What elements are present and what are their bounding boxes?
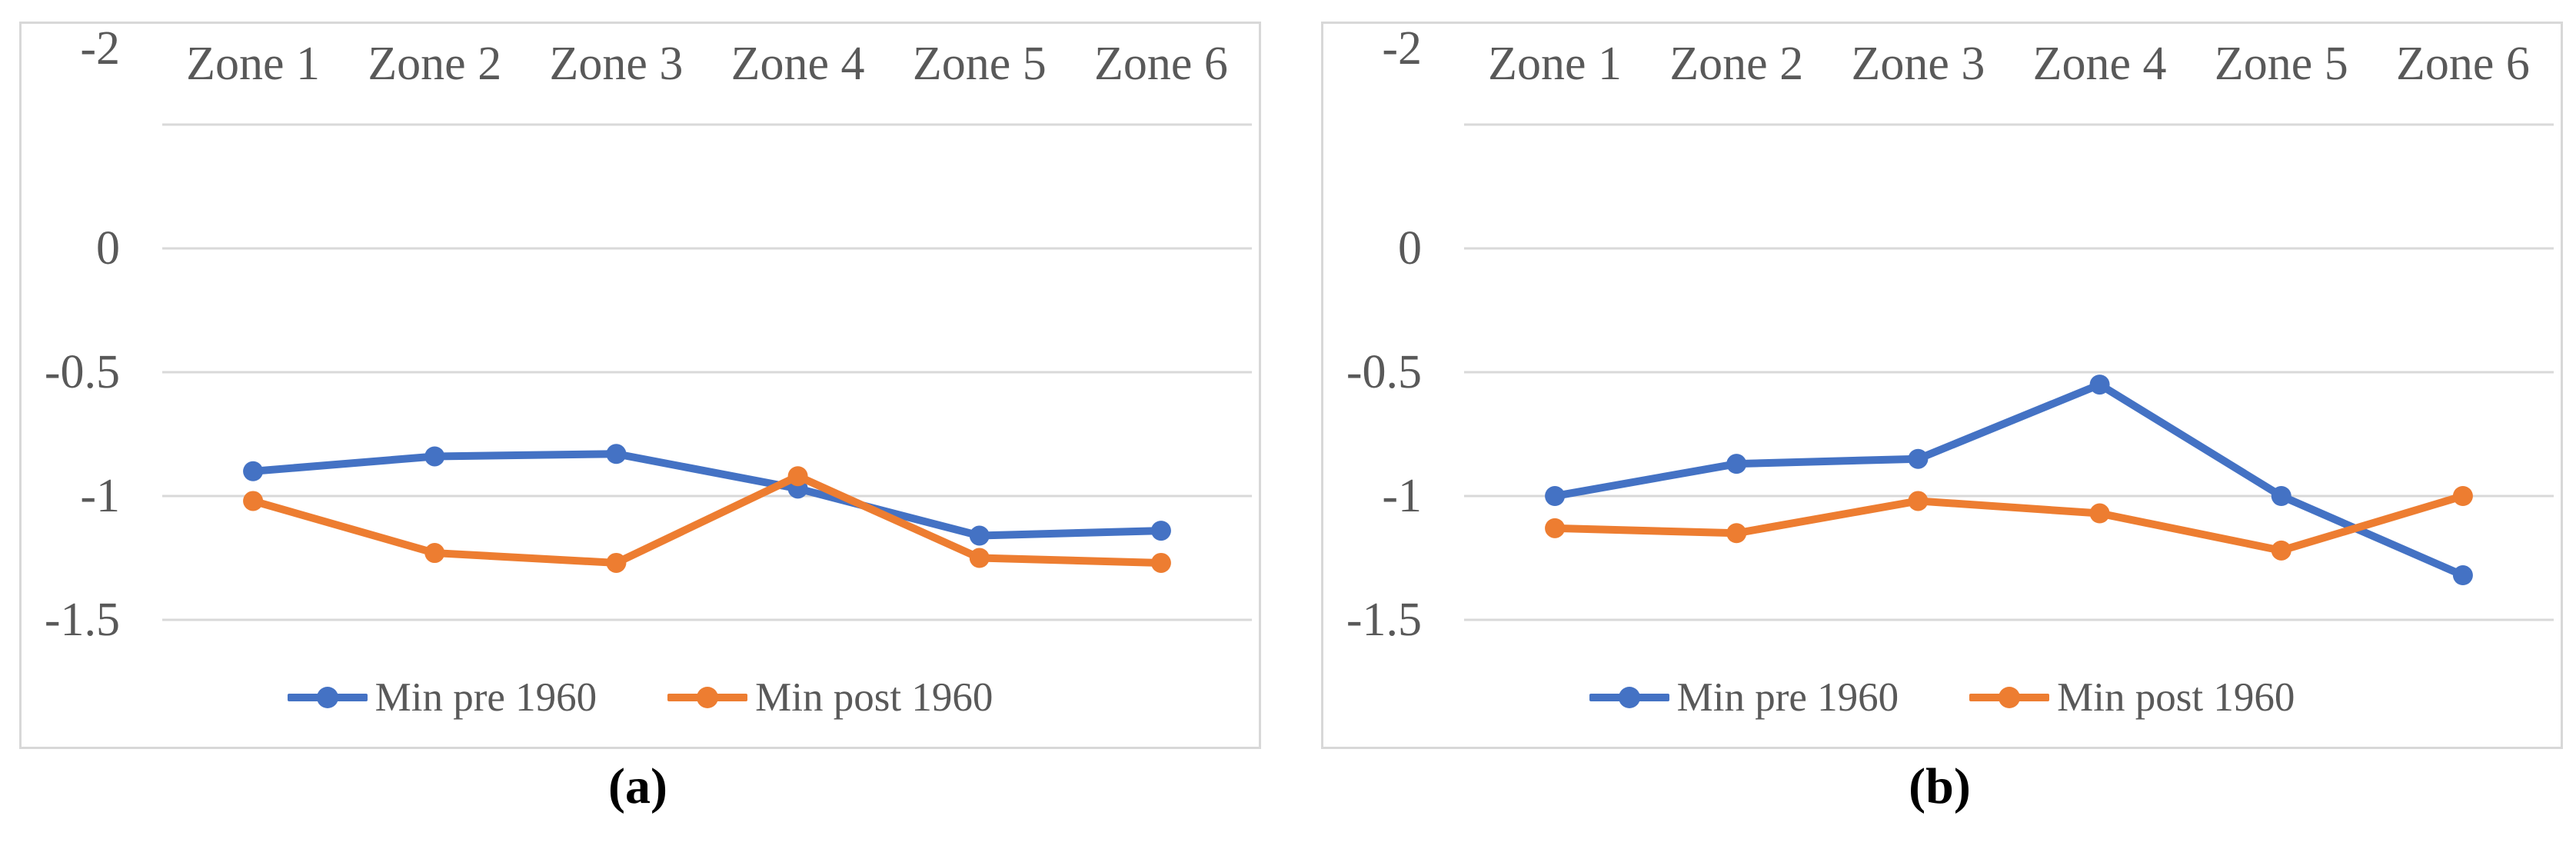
series-marker — [1726, 454, 1747, 474]
subfigure-caption-b: (b) — [1909, 758, 1971, 814]
series-line — [1554, 381, 2465, 579]
x-axis-labels-b: Zone 1 Zone 2 Zone 3 Zone 4 Zone 5 Zone … — [1464, 39, 2554, 88]
x-tick-label: Zone 6 — [2396, 38, 2530, 90]
x-tick-label: Zone 3 — [549, 38, 684, 90]
x-tick-label: Zone 3 — [1851, 38, 1985, 90]
marker-dot-icon — [1999, 687, 2021, 708]
x-tick-label: Zone 2 — [1669, 38, 1804, 90]
series-marker — [969, 525, 990, 546]
marker-dot-icon — [697, 687, 719, 708]
plot-area-a — [162, 123, 1252, 621]
y-tick-label: -2 — [80, 22, 120, 75]
line-marker-icon — [1969, 687, 2050, 708]
series-line — [1554, 492, 2465, 554]
y-tick-label: -0.5 — [44, 346, 120, 398]
y-tick-label: -1 — [80, 470, 120, 522]
legend-b: Min pre 1960 Min post 1960 — [1323, 672, 2561, 723]
subfigure-caption-a: (a) — [608, 758, 667, 814]
x-tick-label: Zone 4 — [731, 38, 865, 90]
x-tick-label: Zone 1 — [186, 38, 321, 90]
x-tick-label: Zone 5 — [912, 38, 1047, 90]
y-tick-label: 0 — [1398, 222, 1422, 275]
series-marker — [606, 444, 627, 464]
y-tick-label: -0.5 — [1346, 346, 1422, 398]
line-marker-icon — [287, 687, 368, 708]
y-tick-label: 0 — [96, 222, 120, 275]
series-marker — [424, 543, 445, 564]
series-marker — [1726, 523, 1747, 544]
line-marker-icon — [667, 687, 748, 708]
series-marker — [2089, 375, 2110, 395]
y-tick-label: -1 — [1382, 470, 1422, 522]
series-marker — [969, 548, 990, 568]
series-marker — [2089, 503, 2110, 524]
x-tick-label: Zone 6 — [1094, 38, 1228, 90]
legend-a: Min pre 1960 Min post 1960 — [22, 672, 1259, 723]
legend-item-pre-1960: Min pre 1960 — [287, 673, 597, 722]
series-marker — [1908, 448, 1929, 469]
legend-item-post-1960: Min post 1960 — [1969, 673, 2295, 722]
x-tick-label: Zone 1 — [1488, 38, 1622, 90]
series-marker — [424, 446, 445, 467]
series-marker — [1908, 491, 1929, 511]
chart-panel-a: Zone 1 Zone 2 Zone 3 Zone 4 Zone 5 Zone … — [19, 22, 1261, 749]
x-tick-label: Zone 5 — [2214, 38, 2348, 90]
series-line — [252, 450, 1162, 540]
y-tick-label: -1.5 — [44, 594, 120, 646]
y-tick-label: -1.5 — [1346, 594, 1422, 646]
series-marker — [2271, 486, 2291, 506]
series-marker — [787, 466, 808, 487]
marker-dot-icon — [1618, 687, 1640, 708]
chart-panel-b: Zone 1 Zone 2 Zone 3 Zone 4 Zone 5 Zone … — [1321, 22, 2563, 749]
series-marker — [243, 461, 264, 481]
legend-label: Min post 1960 — [2057, 675, 2295, 720]
series-marker — [606, 552, 627, 573]
y-tick-label: -2 — [1382, 22, 1422, 75]
marker-dot-icon — [316, 687, 338, 708]
series-marker — [1545, 518, 1566, 538]
series-marker — [1150, 521, 1171, 541]
legend-item-pre-1960: Min pre 1960 — [1589, 673, 1899, 722]
legend-item-post-1960: Min post 1960 — [667, 673, 993, 722]
legend-label: Min post 1960 — [755, 675, 993, 720]
series-marker — [2452, 565, 2473, 586]
plot-area-b — [1464, 123, 2554, 621]
series-marker — [243, 491, 264, 511]
x-tick-label: Zone 4 — [2032, 38, 2167, 90]
series-marker — [2452, 486, 2473, 506]
series-line — [251, 472, 1162, 567]
x-axis-labels-a: Zone 1 Zone 2 Zone 3 Zone 4 Zone 5 Zone … — [162, 39, 1252, 88]
series-marker — [2271, 540, 2291, 561]
legend-label: Min pre 1960 — [1676, 675, 1899, 720]
x-tick-label: Zone 2 — [368, 38, 502, 90]
series-marker — [1545, 486, 1566, 506]
legend-label: Min pre 1960 — [374, 675, 597, 720]
line-marker-icon — [1589, 687, 1669, 708]
series-marker — [1150, 552, 1171, 573]
